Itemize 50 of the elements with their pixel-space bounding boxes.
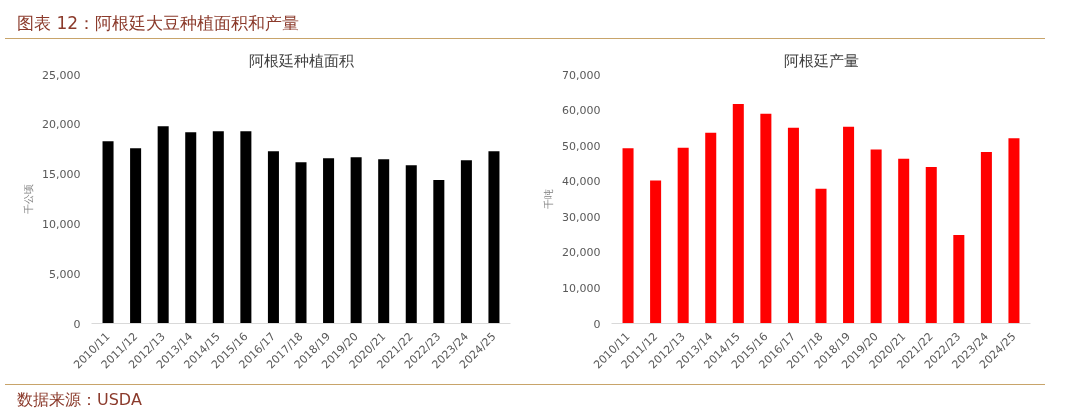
bar bbox=[705, 132, 717, 324]
y-tick-label: 40,000 bbox=[562, 175, 601, 189]
y-tick-label: 70,000 bbox=[562, 68, 601, 82]
bar bbox=[433, 180, 445, 324]
bar bbox=[650, 180, 662, 324]
bar bbox=[185, 132, 197, 324]
y-tick-label: 60,000 bbox=[562, 104, 601, 118]
chart-title: 阿根廷产量 bbox=[783, 51, 859, 70]
bar bbox=[405, 165, 417, 324]
bar bbox=[130, 148, 142, 324]
y-tick-label: 20,000 bbox=[42, 118, 81, 132]
chart-title: 阿根廷种植面积 bbox=[248, 51, 354, 70]
bar bbox=[870, 149, 882, 324]
bar bbox=[460, 160, 472, 324]
y-tick-label: 50,000 bbox=[562, 139, 601, 153]
bar bbox=[815, 188, 827, 324]
bar bbox=[378, 159, 390, 324]
y-tick-label: 10,000 bbox=[562, 281, 601, 295]
source-note: 数据来源：USDA bbox=[17, 389, 142, 411]
bar bbox=[212, 131, 224, 324]
y-tick-label: 5,000 bbox=[49, 267, 81, 281]
bar bbox=[622, 148, 634, 324]
y-tick-label: 25,000 bbox=[42, 68, 81, 82]
bar bbox=[267, 151, 279, 324]
y-tick-label: 10,000 bbox=[42, 217, 81, 231]
bar bbox=[240, 131, 252, 324]
bar bbox=[760, 113, 772, 324]
y-tick-label: 0 bbox=[73, 317, 81, 331]
bar bbox=[787, 127, 799, 324]
bar bbox=[898, 158, 910, 324]
bar bbox=[323, 158, 335, 324]
bar bbox=[843, 126, 855, 324]
y-tick-label: 0 bbox=[593, 317, 601, 331]
y-axis-title: 千吨 bbox=[543, 189, 555, 209]
bar bbox=[677, 147, 689, 324]
bar bbox=[350, 157, 362, 324]
bar bbox=[1008, 138, 1020, 324]
y-axis-title: 千公顷 bbox=[23, 184, 35, 214]
bar bbox=[732, 104, 744, 324]
y-tick-label: 15,000 bbox=[42, 168, 81, 182]
bar bbox=[295, 162, 307, 324]
bar bbox=[980, 152, 992, 324]
y-tick-label: 20,000 bbox=[562, 246, 601, 260]
bar bbox=[157, 126, 169, 324]
bar bbox=[102, 141, 114, 324]
y-tick-label: 30,000 bbox=[562, 210, 601, 224]
text: 图表 12：阿根廷大豆种植面积和产量 bbox=[17, 12, 300, 35]
bar bbox=[488, 151, 500, 324]
bar bbox=[953, 234, 965, 324]
bar bbox=[925, 166, 937, 324]
